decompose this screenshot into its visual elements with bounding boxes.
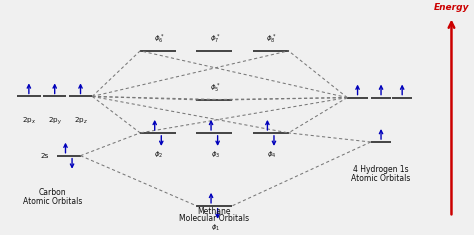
Text: Atomic Orbitals: Atomic Orbitals bbox=[351, 174, 411, 183]
Text: $\phi_5^*$: $\phi_5^*$ bbox=[210, 82, 220, 95]
Text: 2p$_z$: 2p$_z$ bbox=[73, 116, 88, 126]
Text: $\phi_3$: $\phi_3$ bbox=[210, 150, 220, 160]
Text: $\phi_4$: $\phi_4$ bbox=[267, 150, 276, 160]
Text: $\phi_6^*$: $\phi_6^*$ bbox=[154, 32, 164, 46]
Text: 2p$_x$: 2p$_x$ bbox=[22, 116, 36, 126]
Text: Energy: Energy bbox=[434, 3, 469, 12]
Text: $\phi_2$: $\phi_2$ bbox=[155, 150, 164, 160]
Text: Molecular Orbitals: Molecular Orbitals bbox=[179, 214, 249, 223]
Text: Carbon: Carbon bbox=[38, 188, 66, 197]
Text: Atomic Orbitals: Atomic Orbitals bbox=[23, 197, 82, 206]
Text: 2p$_y$: 2p$_y$ bbox=[47, 116, 62, 127]
Text: $\phi_7^*$: $\phi_7^*$ bbox=[210, 32, 220, 46]
Text: 4 Hydrogen 1s: 4 Hydrogen 1s bbox=[353, 165, 409, 174]
Text: $\phi_8^*$: $\phi_8^*$ bbox=[266, 32, 277, 46]
Text: 2s: 2s bbox=[40, 153, 49, 159]
Text: $\phi_1$: $\phi_1$ bbox=[210, 223, 220, 233]
Text: Methane: Methane bbox=[198, 207, 231, 216]
